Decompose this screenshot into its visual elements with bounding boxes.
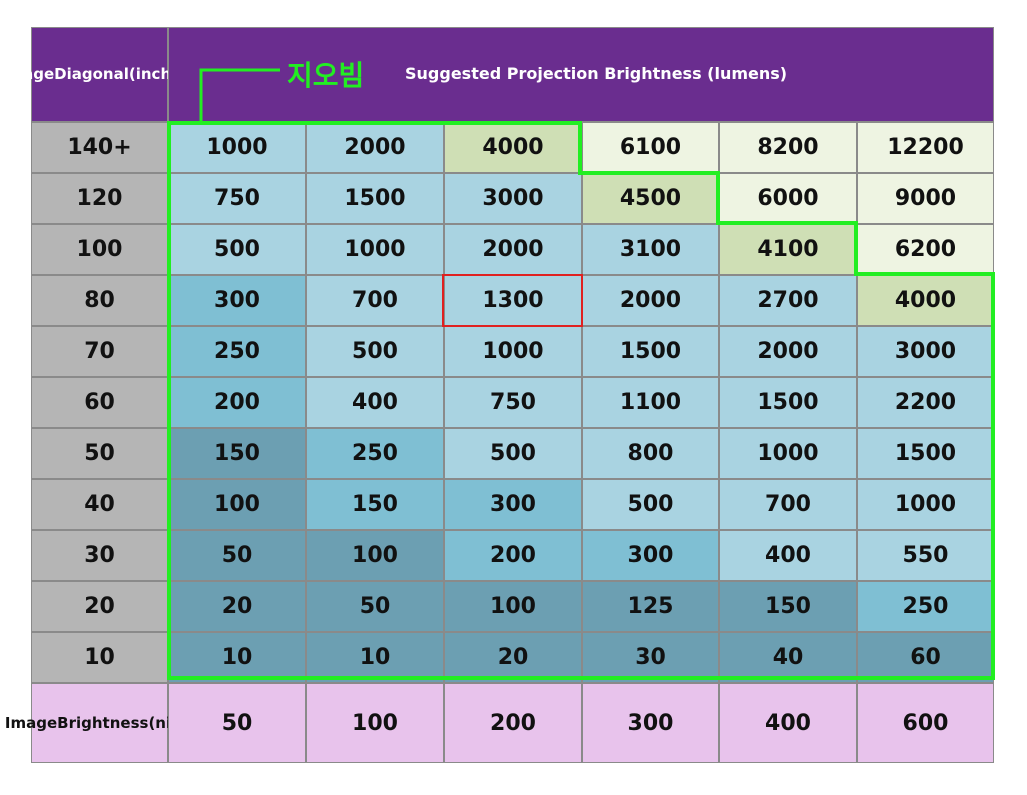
lumens-cell: 30: [582, 632, 719, 683]
nits-column-label: 200: [444, 683, 582, 763]
lumens-cell: 4000: [857, 275, 994, 326]
lumens-cell: 300: [444, 479, 582, 530]
lumens-cell: 1000: [857, 479, 994, 530]
lumens-cell: 2000: [444, 224, 582, 275]
row-diagonal-label: 100: [31, 224, 168, 275]
lumens-cell: 700: [306, 275, 444, 326]
lumens-cell: 150: [168, 428, 306, 479]
lumens-cell: 500: [306, 326, 444, 377]
row-diagonal-label: 50: [31, 428, 168, 479]
lumens-cell: 750: [168, 173, 306, 224]
lumens-cell: 250: [306, 428, 444, 479]
lumens-cell: 1300: [444, 275, 582, 326]
lumens-cell: 125: [582, 581, 719, 632]
lumens-cell: 150: [306, 479, 444, 530]
lumens-cell: 200: [444, 530, 582, 581]
lumens-cell: 1000: [444, 326, 582, 377]
lumens-cell: 550: [857, 530, 994, 581]
lumens-cell: 2000: [582, 275, 719, 326]
lumens-cell: 2700: [719, 275, 857, 326]
lumens-cell: 3000: [857, 326, 994, 377]
row-diagonal-label: 40: [31, 479, 168, 530]
lumens-cell: 300: [582, 530, 719, 581]
lumens-cell: 1500: [719, 377, 857, 428]
column-header-line: Brightness: [57, 713, 149, 732]
lumens-cell: 2200: [857, 377, 994, 428]
lumens-cell: 1500: [582, 326, 719, 377]
nits-column-label: 100: [306, 683, 444, 763]
nits-column-label: 600: [857, 683, 994, 763]
lumens-cell: 400: [719, 530, 857, 581]
lumens-cell: 8200: [719, 122, 857, 173]
table-title: Suggested Projection Brightness (lumens): [405, 64, 788, 83]
lumens-cell: 50: [306, 581, 444, 632]
lumens-cell: 50: [168, 530, 306, 581]
lumens-cell: 500: [582, 479, 719, 530]
row-diagonal-label: 140+: [31, 122, 168, 173]
lumens-cell: 150: [719, 581, 857, 632]
column-header-line: Image: [4, 713, 58, 732]
row-diagonal-label: 60: [31, 377, 168, 428]
nits-column-label: 50: [168, 683, 306, 763]
lumens-cell: 250: [857, 581, 994, 632]
lumens-cell: 1000: [306, 224, 444, 275]
lumens-cell: 250: [168, 326, 306, 377]
lumens-cell: 4000: [444, 122, 582, 173]
lumens-cell: 1500: [857, 428, 994, 479]
lumens-cell: 700: [719, 479, 857, 530]
lumens-cell: 100: [168, 479, 306, 530]
lumens-cell: 800: [582, 428, 719, 479]
lumens-cell: 4100: [719, 224, 857, 275]
row-header-line: Image: [1, 65, 55, 83]
lumens-cell: 3000: [444, 173, 582, 224]
lumens-cell: 100: [444, 581, 582, 632]
lumens-cell: 1500: [306, 173, 444, 224]
nits-column-label: 400: [719, 683, 857, 763]
lumens-cell: 20: [168, 581, 306, 632]
lumens-cell: 1100: [582, 377, 719, 428]
lumens-cell: 2000: [306, 122, 444, 173]
row-diagonal-label: 120: [31, 173, 168, 224]
lumens-cell: 12200: [857, 122, 994, 173]
lumens-cell: 300: [168, 275, 306, 326]
row-diagonal-label: 70: [31, 326, 168, 377]
lumens-cell: 400: [306, 377, 444, 428]
lumens-cell: 10: [168, 632, 306, 683]
lumens-cell: 100: [306, 530, 444, 581]
annotation-label: 지오빔: [287, 59, 365, 92]
lumens-cell: 3100: [582, 224, 719, 275]
lumens-cell: 500: [444, 428, 582, 479]
row-header-line: Diagonal: [54, 65, 129, 83]
lumens-cell: 500: [168, 224, 306, 275]
lumens-cell: 10: [306, 632, 444, 683]
row-diagonal-label: 10: [31, 632, 168, 683]
lumens-cell: 1000: [168, 122, 306, 173]
lumens-cell: 4500: [582, 173, 719, 224]
lumens-cell: 6200: [857, 224, 994, 275]
row-header-title: Image Diagonal (inches): [2, 27, 197, 122]
row-diagonal-label: 20: [31, 581, 168, 632]
lumens-cell: 9000: [857, 173, 994, 224]
lumens-cell: 200: [168, 377, 306, 428]
row-diagonal-label: 80: [31, 275, 168, 326]
row-diagonal-label: 30: [31, 530, 168, 581]
lumens-cell: 1000: [719, 428, 857, 479]
lumens-cell: 60: [857, 632, 994, 683]
lumens-cell: 20: [444, 632, 582, 683]
lumens-cell: 2000: [719, 326, 857, 377]
lumens-cell: 40: [719, 632, 857, 683]
lumens-cell: 6100: [582, 122, 719, 173]
lumens-cell: 6000: [719, 173, 857, 224]
nits-column-label: 300: [582, 683, 719, 763]
lumens-cell: 750: [444, 377, 582, 428]
